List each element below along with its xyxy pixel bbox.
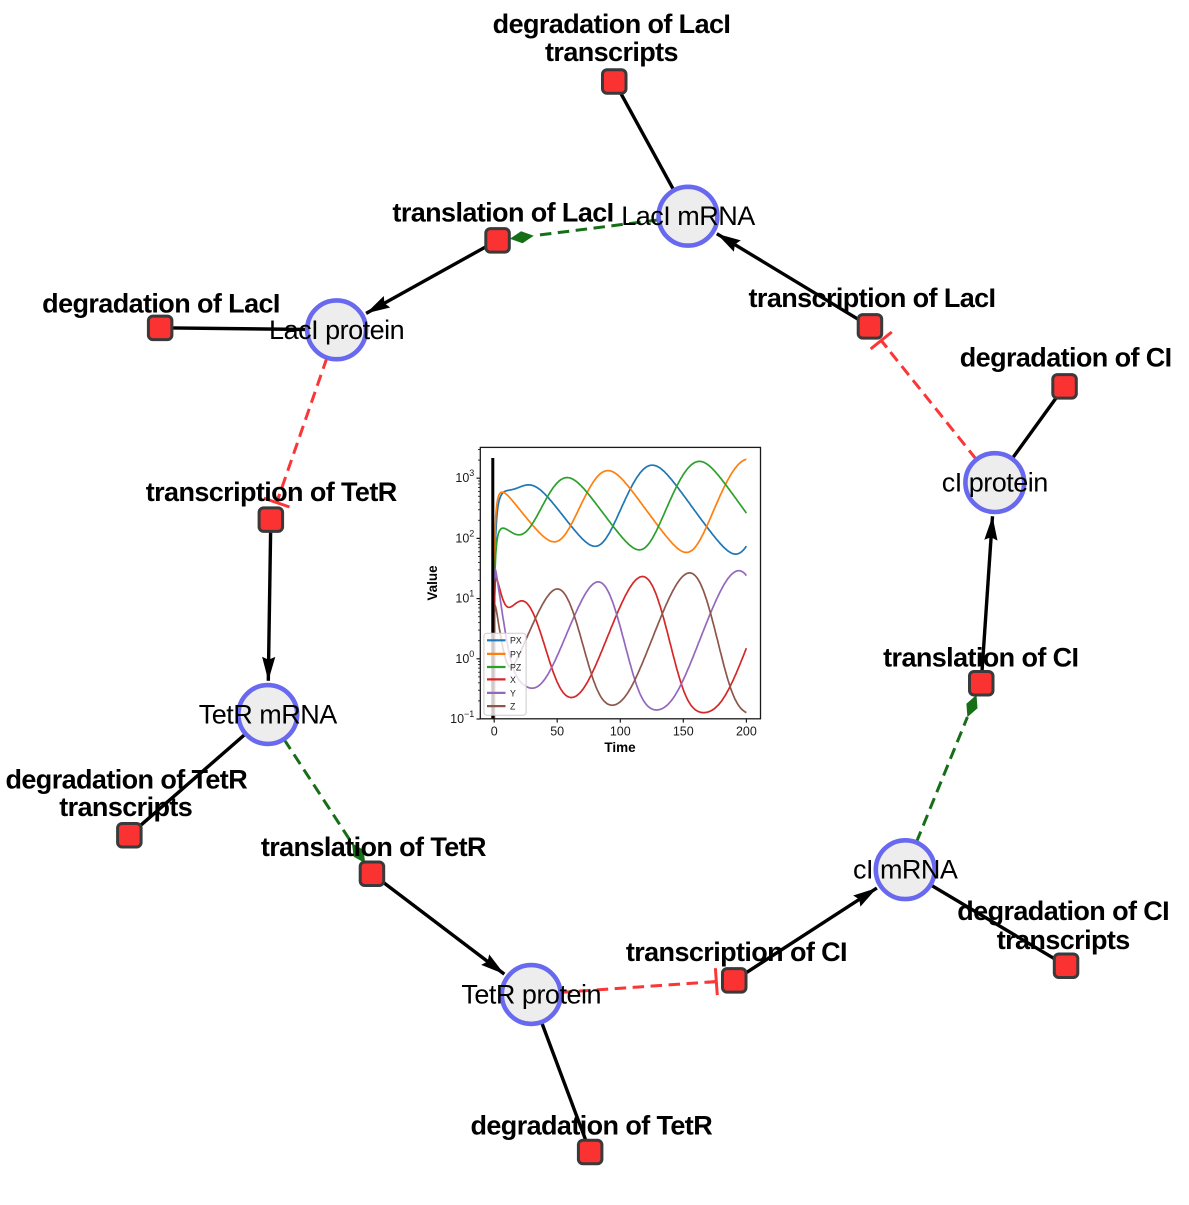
svg-text:transcripts: transcripts [545, 37, 678, 67]
svg-text:LacI protein: LacI protein [269, 315, 404, 345]
svg-text:TetR mRNA: TetR mRNA [199, 700, 338, 730]
svg-text:transcription of TetR: transcription of TetR [146, 477, 397, 507]
svg-text:translation of CI: translation of CI [883, 643, 1078, 673]
svg-text:transcripts: transcripts [59, 792, 192, 822]
svg-text:Z: Z [510, 702, 516, 712]
svg-text:100: 100 [610, 724, 631, 738]
svg-text:transcripts: transcripts [997, 925, 1130, 955]
svg-text:TetR protein: TetR protein [461, 980, 601, 1010]
svg-text:translation of LacI: translation of LacI [392, 197, 613, 227]
svg-text:degradation of TetR: degradation of TetR [471, 1111, 713, 1141]
svg-text:degradation of LacI: degradation of LacI [42, 289, 280, 319]
svg-text:Time: Time [604, 740, 636, 755]
svg-text:PZ: PZ [510, 662, 522, 672]
svg-text:translation of TetR: translation of TetR [261, 832, 486, 862]
svg-text:degradation of LacI: degradation of LacI [493, 9, 731, 39]
svg-text:X: X [510, 675, 516, 685]
svg-text:transcription of LacI: transcription of LacI [749, 283, 996, 313]
svg-text:cI protein: cI protein [942, 468, 1048, 498]
svg-text:PY: PY [510, 649, 522, 659]
svg-text:degradation of TetR: degradation of TetR [6, 764, 248, 794]
svg-text:degradation of CI: degradation of CI [957, 896, 1169, 926]
svg-text:50: 50 [550, 724, 564, 738]
svg-text:PX: PX [510, 636, 522, 646]
svg-text:0: 0 [491, 724, 498, 738]
svg-text:Y: Y [510, 688, 516, 698]
svg-text:Value: Value [425, 565, 440, 601]
svg-text:150: 150 [673, 724, 694, 738]
svg-text:transcription of CI: transcription of CI [626, 937, 847, 967]
svg-text:LacI mRNA: LacI mRNA [621, 201, 755, 231]
svg-text:cI mRNA: cI mRNA [853, 855, 958, 885]
svg-text:200: 200 [736, 724, 757, 738]
svg-text:degradation of CI: degradation of CI [960, 343, 1172, 373]
